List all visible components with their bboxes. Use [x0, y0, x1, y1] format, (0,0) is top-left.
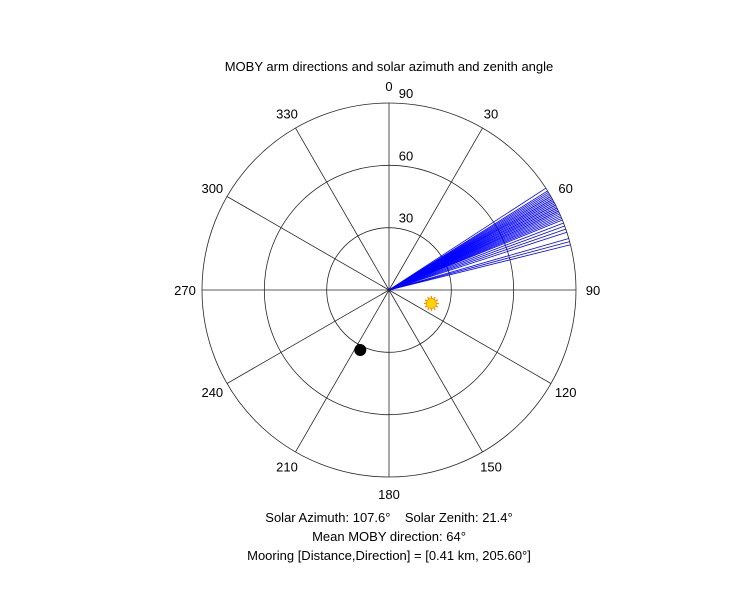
angular-grid-spokes	[202, 103, 576, 477]
angle-tick-label-0: 0	[385, 79, 392, 94]
angle-tick-label-180: 180	[378, 487, 400, 502]
mooring-marker	[354, 343, 367, 356]
moby-arm-line-29	[388, 228, 566, 291]
grid-spoke-120	[388, 289, 552, 384]
chart-title: MOBY arm directions and solar azimuth an…	[225, 59, 554, 74]
moby-arm-line-26	[388, 219, 563, 291]
grid-spoke-240	[226, 289, 390, 384]
angle-tick-label-330: 330	[276, 106, 298, 121]
angle-tick-label-90: 90	[586, 283, 600, 298]
radial-tick-label-90: 90	[399, 86, 413, 101]
moby-arm-line-32	[388, 241, 570, 291]
moby-arm-line-33	[388, 244, 571, 291]
moby-arm-lines	[388, 187, 571, 291]
angle-tick-label-270: 270	[174, 283, 196, 298]
sun-marker	[423, 295, 439, 311]
angle-tick-label-300: 300	[201, 181, 223, 196]
moby-arm-line-28	[388, 225, 565, 291]
moby-arm-line-27	[388, 222, 564, 291]
solar-caption: Solar Azimuth: 107.6° Solar Zenith: 21.4…	[265, 510, 512, 525]
mean-direction-caption: Mean MOBY direction: 64°	[312, 529, 466, 544]
grid-spoke-30	[388, 127, 483, 291]
grid-spoke-300	[226, 196, 390, 291]
angle-tick-label-30: 30	[484, 106, 498, 121]
grid-spoke-330	[295, 127, 390, 291]
sun-disc	[425, 298, 437, 309]
mooring-caption: Mooring [Distance,Direction] = [0.41 km,…	[247, 548, 531, 563]
moby-arm-line-31	[388, 238, 569, 291]
position-markers	[354, 295, 439, 356]
angle-tick-labels: 0 30 60 90 120 150 180 210 240 270 300 330	[174, 79, 600, 502]
angle-tick-label-240: 240	[201, 385, 223, 400]
moby-arm-line-0	[388, 187, 547, 291]
radial-tick-label-60: 60	[399, 148, 413, 163]
radial-tick-label-30: 30	[399, 211, 413, 226]
moby-arm-line-30	[388, 231, 567, 291]
grid-spoke-150	[388, 289, 483, 453]
radial-tick-labels: 30 60 90	[399, 86, 413, 226]
grid-spoke-210	[295, 289, 390, 453]
angle-tick-label-150: 150	[480, 460, 502, 475]
angle-tick-label-210: 210	[276, 460, 298, 475]
angle-tick-label-60: 60	[558, 181, 572, 196]
angle-tick-label-120: 120	[555, 385, 577, 400]
